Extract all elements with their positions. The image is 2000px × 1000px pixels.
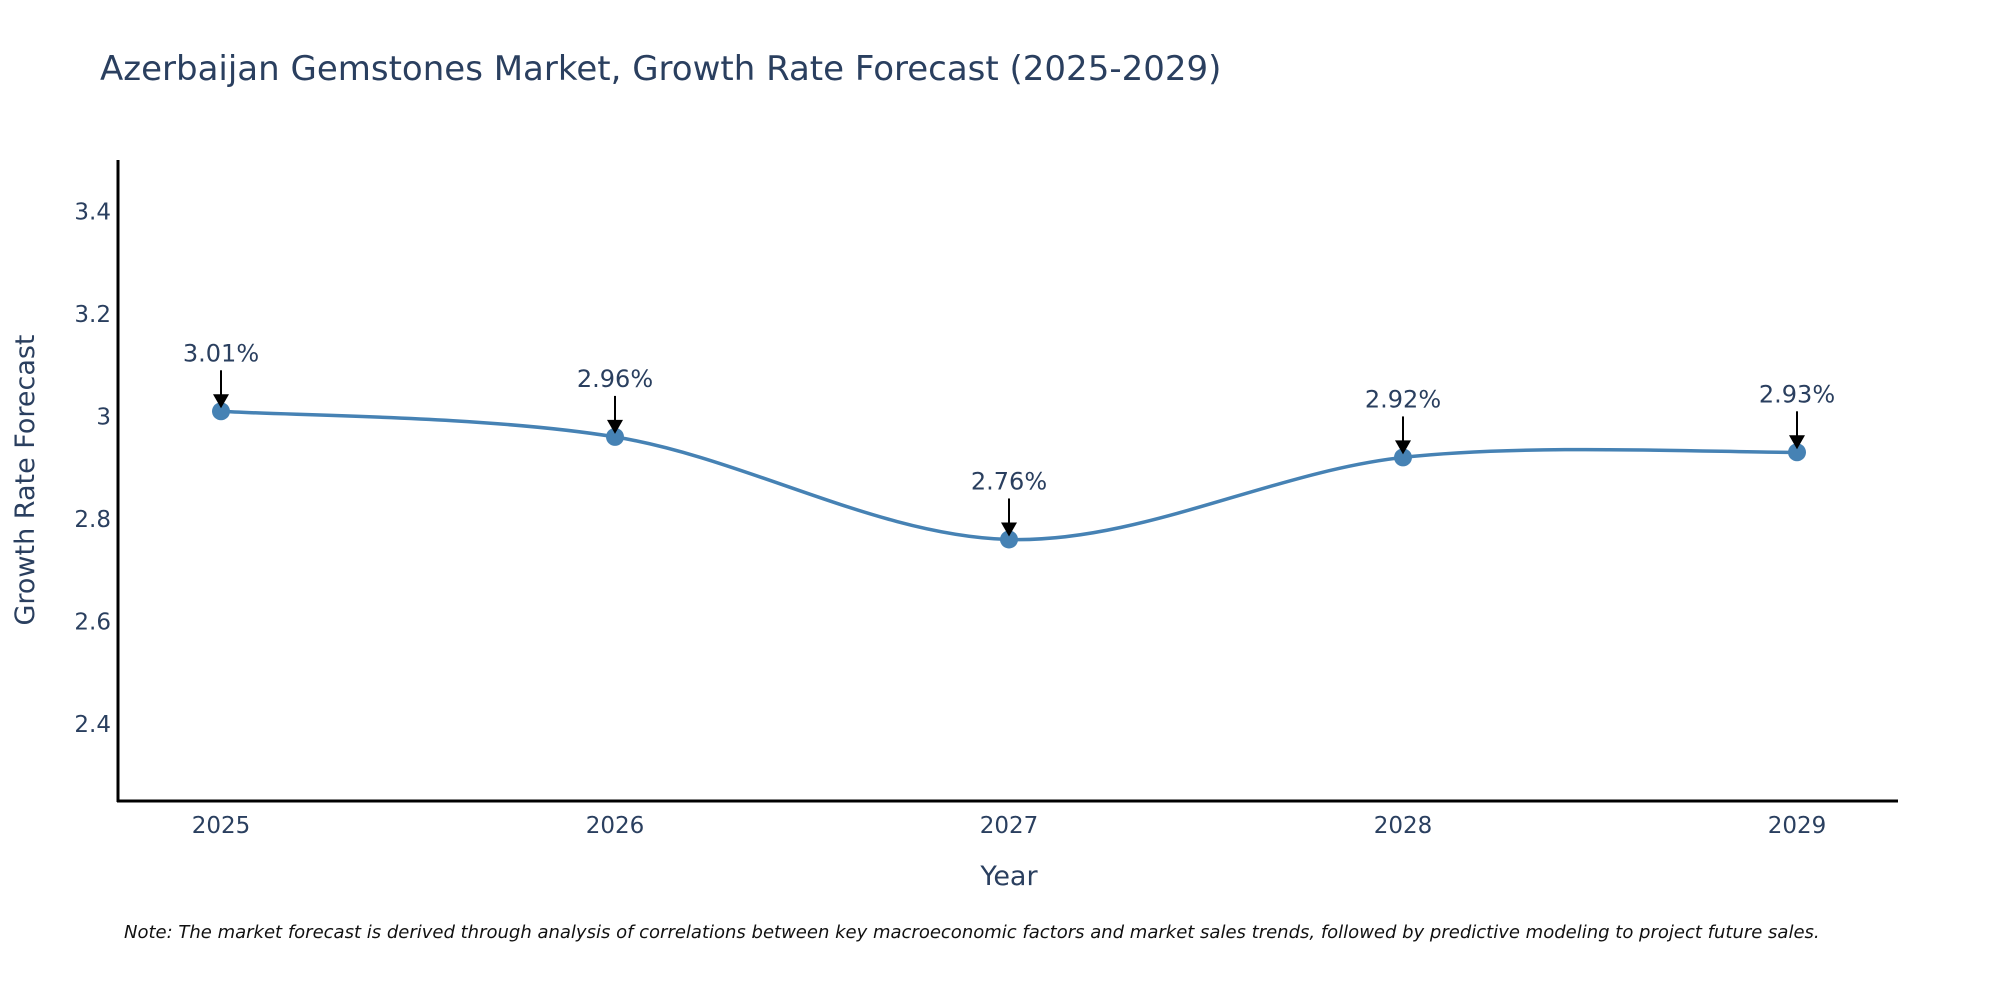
data-label: 2.93% bbox=[1759, 380, 1835, 408]
x-axis-title: Year bbox=[979, 861, 1038, 892]
x-tick-label: 2028 bbox=[1374, 813, 1433, 839]
data-label-annotation: 3.01% bbox=[183, 339, 259, 409]
y-axis-title: Growth Rate Forecast bbox=[10, 334, 41, 625]
data-markers bbox=[212, 402, 1806, 549]
annotation-arrow-head bbox=[1789, 435, 1805, 450]
chart-title: Azerbaijan Gemstones Market, Growth Rate… bbox=[100, 49, 1221, 89]
data-label: 2.76% bbox=[971, 467, 1047, 495]
data-point bbox=[606, 427, 624, 446]
x-tick-label: 2029 bbox=[1768, 813, 1827, 839]
y-tick-label: 3.4 bbox=[74, 199, 111, 225]
data-annotations: 3.01% 2.96% 2.76% 2.92% 2.93% bbox=[183, 339, 1835, 537]
x-tick-label: 2026 bbox=[586, 813, 645, 839]
y-tick-label: 2.8 bbox=[74, 507, 111, 533]
annotation-arrow-head bbox=[213, 394, 229, 409]
annotation-arrow-head bbox=[1001, 522, 1017, 537]
annotation-arrow-head bbox=[1395, 440, 1411, 455]
data-point bbox=[1394, 448, 1412, 467]
data-label: 2.92% bbox=[1365, 385, 1441, 413]
data-point bbox=[212, 402, 230, 421]
data-point bbox=[1788, 443, 1806, 462]
y-tick-label: 3.2 bbox=[74, 302, 111, 328]
footnote: Note: The market forecast is derived thr… bbox=[124, 922, 1820, 943]
y-tick-label: 2.4 bbox=[74, 712, 111, 738]
x-axis-ticks: 2025 2026 2027 2028 2029 bbox=[192, 813, 1827, 839]
data-label-annotation: 2.93% bbox=[1759, 380, 1835, 450]
data-label-annotation: 2.92% bbox=[1365, 385, 1441, 455]
data-label: 3.01% bbox=[183, 339, 259, 367]
y-axis-ticks: 2.4 2.6 2.8 3 3.2 3.4 bbox=[74, 199, 111, 738]
data-point bbox=[1000, 530, 1018, 549]
data-label-annotation: 2.96% bbox=[577, 365, 653, 434]
y-tick-label: 3 bbox=[96, 404, 111, 430]
x-tick-label: 2027 bbox=[980, 813, 1039, 839]
data-label-annotation: 2.76% bbox=[971, 467, 1047, 537]
annotation-arrow-head bbox=[607, 419, 623, 434]
data-label: 2.96% bbox=[577, 365, 653, 393]
x-tick-label: 2025 bbox=[192, 813, 251, 839]
y-tick-label: 2.6 bbox=[74, 610, 111, 636]
